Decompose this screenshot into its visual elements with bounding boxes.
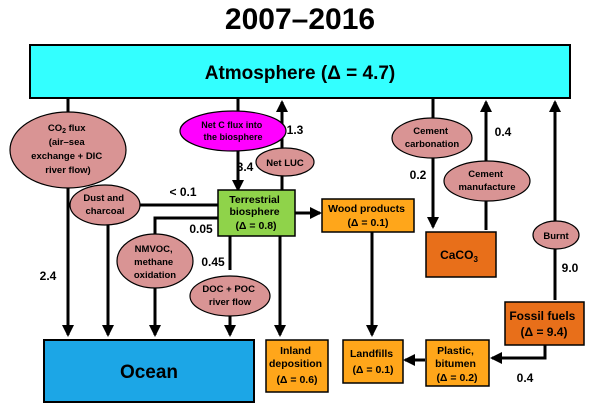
co2-flux-line3: exchange + DIC	[31, 151, 102, 162]
svg-text:Fossil fuels (Δ = 9.4): Fossil fuels (Δ = 9.4)	[509, 309, 578, 339]
net-c-line2: the biosphere	[203, 132, 262, 142]
plastic-line1: Plastic,	[437, 345, 474, 357]
wood-products-box: Wood products (Δ = 0.1)	[321, 198, 415, 233]
inland-line3: (Δ = 0.6)	[276, 374, 317, 386]
ocean-box: Ocean	[43, 339, 255, 403]
fossil-line1: Fossil fuels	[509, 309, 575, 323]
inland-line2: deposition	[269, 358, 322, 370]
caco3-subscript: 3	[473, 255, 478, 264]
doc-line2: river flow	[209, 297, 252, 308]
landfills-line1: Landfills	[350, 348, 393, 360]
burnt-ellipse: Burnt	[532, 220, 580, 250]
co2-flux-line2: (air–sea	[49, 137, 86, 148]
net-c-flux-ellipse: Net C flux into the biosphere	[179, 110, 287, 152]
cement-carbonation-ellipse: Cement carbonation	[391, 117, 473, 159]
doc-poc-ellipse: DOC + POC river flow	[189, 275, 271, 317]
svg-text:Dust and charcoal: Dust and charcoal	[83, 193, 126, 217]
flux-doc: 0.45	[201, 255, 225, 269]
flux-dust: < 0.1	[169, 185, 196, 199]
net-luc-label: Net LUC	[266, 158, 304, 169]
flux-carbonation: 0.2	[410, 168, 427, 182]
flux-manufacture: 0.4	[495, 125, 512, 139]
nmvoc-line3: oxidation	[134, 270, 176, 281]
svg-text:Inland deposition: Inland deposition (Δ = 0.6)	[269, 345, 325, 386]
nmvoc-ellipse: NMVOC, methane oxidation	[116, 233, 194, 289]
co2-flux-line4: river flow)	[45, 165, 90, 176]
svg-text:DOC + POC river flow: DOC + POC river flow	[202, 284, 257, 308]
flux-burnt: 9.0	[562, 261, 579, 275]
doc-line1: DOC + POC	[202, 284, 255, 295]
cement-manu-line1: Cement	[468, 169, 504, 180]
inland-line1: Inland	[280, 345, 311, 357]
caco3-label: CaCO	[440, 248, 473, 262]
diagram-title: 2007–2016	[224, 3, 376, 36]
atmosphere-label: Atmosphere (Δ = 4.7)	[205, 63, 396, 84]
svg-text:NMVOC, methane oxi: NMVOC, methane oxidation	[134, 244, 176, 281]
svg-text:CaCO3: CaCO3	[440, 248, 478, 264]
plastic-line3: (Δ = 0.2)	[436, 372, 477, 384]
landfills-line2: (Δ = 0.1)	[352, 364, 393, 376]
ocean-label: Ocean	[120, 362, 178, 383]
dust-charcoal-ellipse: Dust and charcoal	[69, 184, 141, 226]
inland-deposition-box: Inland deposition (Δ = 0.6)	[265, 339, 329, 393]
terrestrial-box: Terrestrial biosphere (Δ = 0.8)	[217, 189, 296, 237]
wood-line2: (Δ = 0.1)	[347, 217, 388, 229]
terrestrial-line2: biosphere	[229, 206, 279, 218]
arrow-nmvoc-to-ocean	[149, 216, 218, 337]
svg-text:Terrestrial biosphere: Terrestrial biosphere (Δ = 0.8)	[229, 194, 283, 232]
cement-carb-line1: Cement	[413, 126, 449, 137]
svg-text:Cement carbonation: Cement carbonation	[405, 126, 460, 150]
atmosphere-box: Atmosphere (Δ = 4.7)	[29, 44, 571, 99]
co2-flux-line1a: CO	[48, 123, 62, 134]
flux-plastic: 0.4	[517, 371, 534, 385]
caco3-box: CaCO3	[425, 231, 497, 278]
dust-line2: charcoal	[85, 206, 124, 217]
dust-line1: Dust and	[83, 193, 124, 204]
wood-line1: Wood products	[328, 203, 405, 215]
burnt-label: Burnt	[543, 231, 569, 242]
cement-carb-line2: carbonation	[405, 139, 460, 150]
flux-arrows	[62, 98, 561, 366]
co2-flux-ellipse: CO2 flux (air–sea exchange + DIC river f…	[9, 111, 127, 189]
fossil-fuels-box: Fossil fuels (Δ = 9.4)	[504, 301, 585, 346]
fossil-line2: (Δ = 9.4)	[521, 325, 568, 339]
nmvoc-line1: NMVOC,	[135, 244, 173, 255]
net-c-line1: Net C flux into	[201, 120, 262, 130]
co2-flux-line1b: flux	[66, 123, 86, 134]
cement-manufacture-ellipse: Cement manufacture	[443, 160, 531, 202]
svg-text:Landfills (Δ = 0.1): Landfills (Δ = 0.1)	[350, 348, 396, 376]
flux-co2-ocean: 2.4	[40, 269, 57, 283]
terrestrial-line1: Terrestrial	[229, 194, 280, 206]
flux-values: 2.4 1.3 3.4 < 0.1 0.05 0.45 0.2 0.4 9.0 …	[40, 123, 579, 385]
plastic-bitumen-box: Plastic, bitumen (Δ = 0.2)	[425, 339, 490, 387]
flux-luc: 1.3	[287, 123, 304, 137]
cement-manu-line2: manufacture	[458, 182, 515, 193]
svg-text:Wood products (Δ = 0.1): Wood products (Δ = 0.1)	[328, 203, 408, 229]
svg-text:CO2 flux (air–sea: CO2 flux (air–sea exchange + DIC river f…	[31, 123, 105, 176]
co2-flux-subscript: 2	[62, 128, 66, 135]
landfills-box: Landfills (Δ = 0.1)	[342, 339, 404, 384]
net-luc-ellipse: Net LUC	[255, 147, 315, 177]
arrow-fossil-to-plastic	[490, 345, 547, 364]
svg-text:Cement manufacture: Cement manufacture	[458, 169, 515, 193]
nmvoc-line2: methane	[134, 257, 173, 268]
svg-text:Net C flux into the bios: Net C flux into the biosphere	[201, 120, 265, 142]
plastic-line2: bitumen	[435, 358, 476, 370]
svg-text:Plastic, bitumen (: Plastic, bitumen (Δ = 0.2)	[435, 345, 479, 384]
terrestrial-line3: (Δ = 0.8)	[235, 220, 276, 232]
flux-net-c: 3.4	[237, 160, 254, 174]
flux-nmvoc: 0.05	[189, 222, 213, 236]
